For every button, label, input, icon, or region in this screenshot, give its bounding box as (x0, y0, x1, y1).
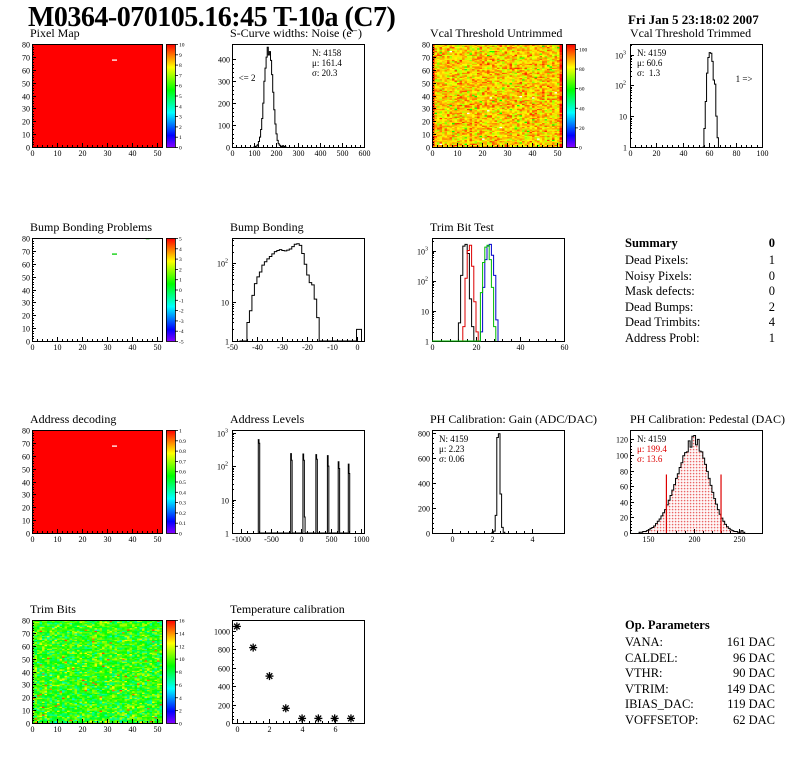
chart-title-trim-bit-test: Trim Bit Test (430, 220, 494, 234)
op-parameter-value: 149 DAC (726, 681, 775, 696)
op-parameter-row: VOFFSETOP: 62 DAC (625, 713, 775, 729)
op-parameter-value: 119 DAC (727, 697, 775, 711)
summary-row: Noisy Pixels: 0 (625, 269, 775, 285)
summary-row-label: Noisy Pixels: (625, 268, 693, 283)
summary-row-value: 2 (768, 299, 775, 314)
chart-ph-pedestal (606, 425, 796, 547)
op-parameter-row: VTRIM: 149 DAC (625, 682, 775, 698)
chart-temperature-calibration (208, 615, 404, 737)
summary-row: Dead Bumps: 2 (625, 300, 775, 316)
summary-row-value: 1 (768, 253, 775, 267)
summary-row: Mask defects: 0 (625, 284, 775, 300)
vcal-trimmed-canvas (606, 39, 796, 161)
scurve-noise-canvas (208, 39, 404, 161)
op-parameter-value: 96 DAC (732, 650, 775, 665)
chart-title-address-levels: Address Levels (230, 412, 305, 426)
summary-row: Address Probl: 1 (625, 331, 775, 347)
op-parameter-row: IBIAS_DAC: 119 DAC (625, 697, 775, 713)
chart-bump-bonding (208, 233, 404, 355)
summary-header: Summary 0 (625, 236, 775, 251)
summary-row-label: Dead Pixels: (625, 253, 689, 267)
chart-pixel-map (8, 39, 204, 161)
trim-bit-test-canvas (408, 233, 604, 355)
summary-grade: 0 (768, 236, 775, 250)
op-parameter-row: VANA: 161 DAC (625, 635, 775, 651)
ph-gain-canvas (408, 425, 604, 547)
summary-row-label: Dead Bumps: (625, 299, 694, 314)
bump-bonding-problems-canvas (8, 233, 204, 355)
op-parameter-label: CALDEL: (625, 650, 678, 665)
op-parameter-row: VTHR: 90 DAC (625, 666, 775, 682)
ph-pedestal-canvas (606, 425, 796, 547)
chart-bump-bonding-problems (8, 233, 204, 355)
pixel-map-canvas (8, 39, 204, 161)
op-parameters-block: Op. Parameters VANA: 161 DAC CALDEL: 96 DA… (625, 618, 775, 728)
summary-row-label: Mask defects: (625, 284, 695, 298)
chart-title-vcal-trimmed: Vcal Threshold Trimmed (630, 26, 752, 40)
address-decoding-canvas (8, 425, 204, 547)
op-parameter-label: VOFFSETOP: (625, 712, 699, 727)
summary-row: Dead Trimbits: 4 (625, 315, 775, 331)
chart-title-scurve-noise: S-Curve widths: Noise (e⁻) (230, 26, 362, 40)
op-parameters-header: Op. Parameters (625, 618, 775, 633)
chart-title-pixel-map: Pixel Map (30, 26, 80, 40)
page-title: M0364-070105.16:45 T-10a (C7) (28, 2, 396, 33)
chart-address-decoding (8, 425, 204, 547)
op-parameter-label: VTRIM: (625, 681, 669, 696)
op-parameter-label: VANA: (625, 635, 663, 649)
summary-row-label: Dead Trimbits: (625, 315, 701, 329)
summary-row-value: 4 (768, 315, 775, 329)
chart-title-ph-gain: PH Calibration: Gain (ADC/DAC) (430, 412, 597, 426)
report-timestamp: Fri Jan 5 23:18:02 2007 (628, 12, 759, 27)
op-parameter-value: 90 DAC (732, 666, 775, 680)
chart-title-temperature-calibration: Temperature calibration (230, 602, 345, 616)
bump-bonding-canvas (208, 233, 404, 355)
op-parameter-row: CALDEL: 96 DAC (625, 651, 775, 667)
trim-bits-canvas (8, 615, 204, 737)
summary-row-label: Address Probl: (625, 330, 700, 345)
chart-trim-bit-test (408, 233, 604, 355)
chart-vcal-untrimmed (408, 39, 604, 161)
chart-title-bump-bonding: Bump Bonding (230, 220, 304, 234)
chart-address-levels (208, 425, 404, 547)
chart-title-trim-bits: Trim Bits (30, 602, 76, 616)
chart-title-address-decoding: Address decoding (30, 412, 117, 426)
chart-trim-bits (8, 615, 204, 737)
address-levels-canvas (208, 425, 404, 547)
op-parameter-value: 161 DAC (726, 635, 775, 649)
vcal-untrimmed-canvas (408, 39, 604, 161)
summary-block: Summary 0 Dead Pixels: 1 Noisy Pixels: 0 M… (625, 236, 775, 346)
summary-row-value: 0 (768, 268, 775, 283)
chart-scurve-noise (208, 39, 404, 161)
op-parameter-label: IBIAS_DAC: (625, 697, 694, 711)
summary-row-value: 1 (768, 330, 775, 345)
temperature-calibration-canvas (208, 615, 404, 737)
chart-title-bump-bonding-problems: Bump Bonding Problems (30, 220, 153, 234)
chart-ph-gain (408, 425, 604, 547)
chart-title-ph-pedestal: PH Calibration: Pedestal (DAC) (630, 412, 785, 426)
chart-title-vcal-untrimmed: Vcal Threshold Untrimmed (430, 26, 563, 40)
summary-row: Dead Pixels: 1 (625, 253, 775, 269)
op-parameter-label: VTHR: (625, 666, 663, 680)
op-parameter-value: 62 DAC (732, 712, 775, 727)
summary-title: Summary (625, 236, 678, 250)
chart-vcal-trimmed (606, 39, 796, 161)
summary-row-value: 0 (768, 284, 775, 298)
op-parameters-title: Op. Parameters (625, 618, 710, 632)
